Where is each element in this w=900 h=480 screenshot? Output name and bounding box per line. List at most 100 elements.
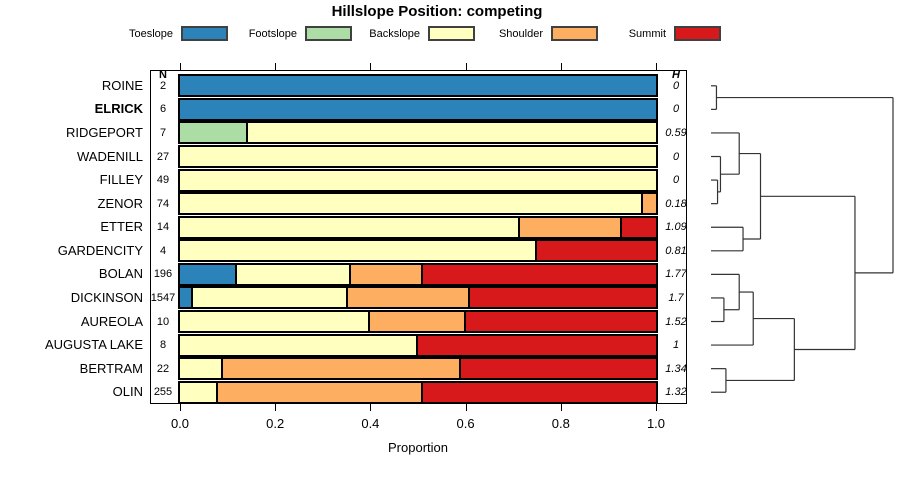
bar-segment-shoulder (222, 359, 461, 379)
x-axis-tick-label: 0.6 (456, 416, 475, 431)
bar-segment-toeslope (180, 288, 193, 308)
stacked-bar (178, 380, 658, 404)
legend-item: Toeslope (68, 25, 228, 42)
legend-swatch-footslope (305, 26, 352, 41)
x-axis-tick-bottom (656, 404, 657, 411)
row-h-value: 0.81 (665, 244, 687, 257)
row-label: BERTRAM (79, 360, 143, 376)
bar-segment-toeslope (180, 99, 656, 119)
legend-swatch-shoulder (551, 26, 598, 41)
bar-segment-summit (621, 217, 656, 237)
bar-segment-footslope (180, 123, 249, 143)
legend-label: Summit (628, 27, 666, 40)
x-axis-tick-bottom (465, 404, 467, 411)
bar-segment-backslope (180, 359, 223, 379)
stacked-bar (178, 74, 658, 98)
row-h-value: 1 (672, 339, 680, 352)
stacked-bar (178, 239, 658, 263)
stacked-bar (178, 145, 658, 168)
legend-swatch-toeslope (181, 26, 228, 41)
legend-swatch-summit (674, 26, 721, 41)
row-h-value: 0.18 (665, 197, 687, 210)
stacked-bar (178, 333, 658, 357)
row-h-value: 1.34 (665, 362, 687, 375)
row-h-value: 1.32 (665, 386, 687, 399)
col-header-h: H (672, 69, 680, 81)
bar-segment-summit (460, 359, 656, 379)
bar-segment-backslope (180, 217, 520, 237)
row-label: DICKINSON (70, 289, 143, 305)
bar-segment-shoulder (347, 288, 471, 308)
legend-label: Footslope (248, 27, 297, 40)
legend-item: Backslope (315, 25, 475, 42)
bar-segment-backslope (180, 335, 418, 355)
x-axis-tick-top (465, 63, 467, 70)
row-n-value: 4 (159, 244, 167, 257)
x-axis-tick-label: 1.0 (646, 416, 666, 431)
x-axis-tick-top (370, 63, 372, 70)
bar-segment-summit (465, 312, 656, 331)
x-axis-tick-bottom (180, 404, 181, 411)
stacked-bar (178, 121, 658, 145)
row-label: AUREOLA (80, 313, 143, 329)
bar-segment-backslope (180, 241, 537, 261)
x-axis-tick-label: 0.0 (170, 416, 190, 431)
row-label: BOLAN (98, 266, 143, 282)
stacked-bar (178, 262, 658, 286)
row-label: WADENILL (77, 148, 143, 164)
x-axis-tick-label: 0.8 (551, 416, 570, 431)
page-title: Hillslope Position: competing (331, 3, 543, 20)
row-h-value: 0 (672, 79, 680, 92)
bar-segment-shoulder (351, 264, 423, 284)
bar-segment-backslope (180, 147, 656, 166)
row-h-value: 1.09 (665, 221, 687, 234)
bar-segment-backslope (180, 194, 644, 214)
stacked-bar (178, 310, 658, 333)
legend-label: Toeslope (128, 27, 173, 40)
row-h-value: 1.77 (665, 268, 687, 281)
bar-segment-backslope (180, 170, 656, 190)
row-label: OLIN (112, 384, 143, 400)
bar-segment-summit (422, 264, 656, 284)
row-label: AUGUSTA LAKE (44, 337, 143, 353)
row-label: ETTER (100, 219, 143, 235)
row-h-value: 0 (672, 174, 680, 187)
bar-segment-summit (537, 241, 656, 261)
row-n-value: 255 (153, 386, 173, 399)
bar-segment-shoulder (218, 382, 423, 402)
bar-segment-shoulder (643, 194, 656, 214)
row-label: ROINE (101, 77, 143, 93)
x-axis-tick-bottom (275, 404, 277, 411)
stacked-bar (178, 168, 658, 192)
row-label: ZENOR (97, 195, 144, 211)
legend-label: Shoulder (498, 27, 543, 40)
row-label: FILLEY (99, 172, 143, 188)
x-axis-tick-bottom (560, 404, 562, 411)
col-header-n: N (159, 69, 167, 81)
row-n-value: 10 (156, 315, 170, 328)
bar-segment-backslope (180, 312, 371, 331)
row-n-value: 49 (156, 174, 170, 187)
x-axis-tick-label: 0.2 (266, 416, 285, 431)
row-h-value: 1.52 (665, 315, 687, 328)
row-n-value: 27 (156, 150, 170, 163)
bar-segment-backslope (248, 123, 656, 143)
row-n-value: 7 (159, 126, 167, 139)
row-h-value: 0.59 (665, 126, 687, 139)
row-n-value: 8 (159, 339, 167, 352)
bar-segment-backslope (180, 382, 219, 402)
stacked-bar (178, 357, 658, 381)
bar-segment-summit (470, 288, 656, 308)
row-n-value: 6 (159, 103, 167, 116)
row-n-value: 74 (156, 197, 170, 210)
legend-label: Backslope (369, 27, 420, 40)
row-n-value: 196 (153, 268, 173, 281)
row-n-value: 2 (159, 79, 167, 92)
x-axis-tick-top (275, 63, 277, 70)
legend-item: Footslope (192, 25, 352, 42)
row-n-value: 14 (156, 221, 170, 234)
legend-swatch-backslope (428, 26, 475, 41)
stacked-bar (178, 97, 658, 121)
x-axis-tick-top (180, 63, 181, 70)
